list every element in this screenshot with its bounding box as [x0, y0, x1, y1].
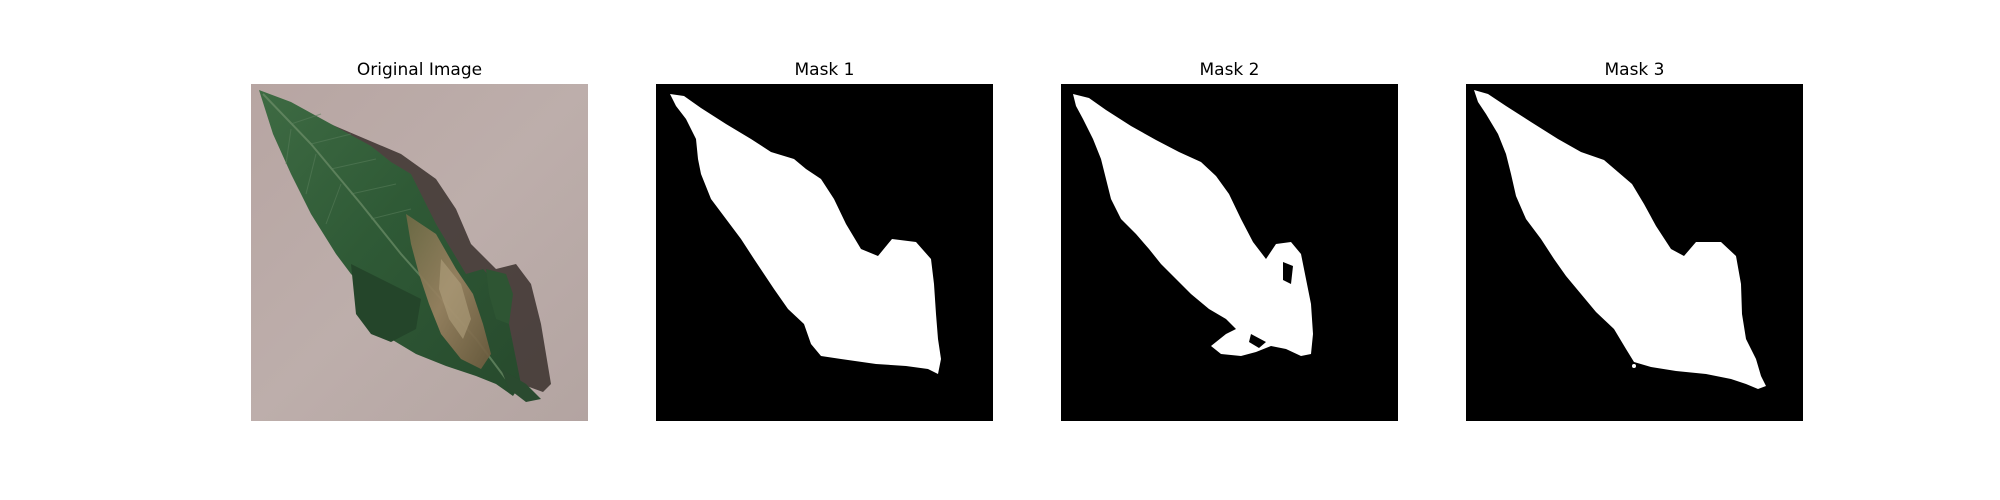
leaf-tip: [501, 369, 541, 402]
mask-region: [670, 94, 941, 374]
segmentation-mask-1: [656, 84, 993, 421]
leaf-photo: [251, 84, 588, 421]
segmentation-mask-3: [1466, 84, 1803, 421]
panel-title: Original Image: [356, 60, 483, 80]
panel-title: Mask 3: [1604, 60, 1665, 80]
mask-region: [1474, 90, 1766, 389]
mask-speck: [1173, 236, 1179, 242]
panel-title: Mask 2: [1199, 60, 1260, 80]
mask-region: [1073, 94, 1313, 356]
leaf-right-lobe: [486, 269, 513, 324]
leaf-veins: [285, 113, 412, 225]
segmentation-mask-2: [1061, 84, 1398, 421]
panel-title: Mask 1: [794, 60, 855, 80]
leaf-lower-lobe: [351, 264, 421, 342]
mask-speck: [1536, 225, 1540, 229]
